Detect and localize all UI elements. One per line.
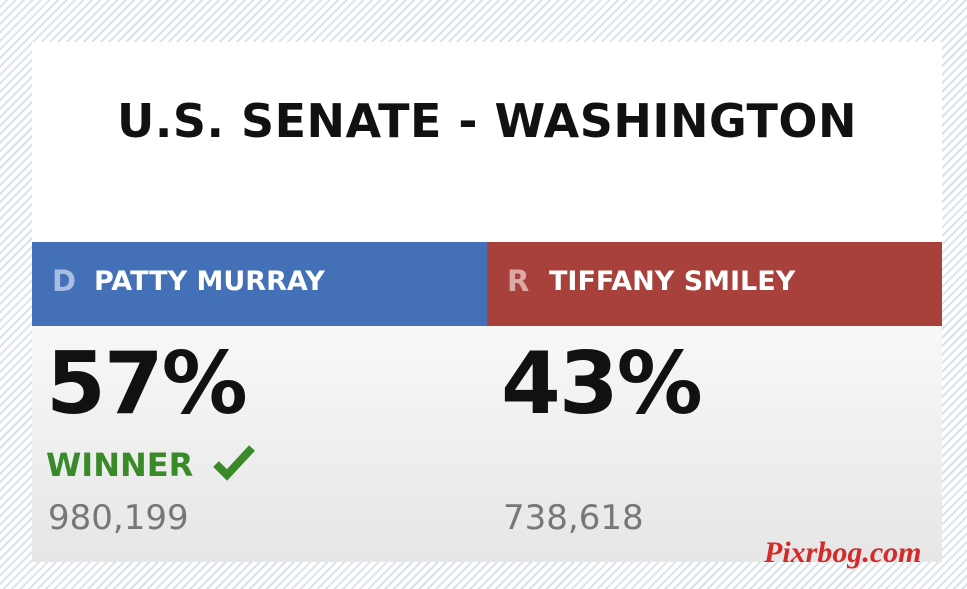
- vote-count: 738,618: [503, 498, 644, 538]
- vote-count: 980,199: [48, 498, 189, 538]
- candidate-name: PATTY MURRAY: [94, 266, 325, 297]
- vote-percent: 57%: [46, 334, 248, 434]
- check-icon: [213, 445, 255, 481]
- winner-label: WINNER: [46, 446, 194, 484]
- party-letter: D: [52, 264, 77, 298]
- candidate-result: 57% WINNER 980,199: [32, 326, 487, 562]
- result-card: U.S. SENATE - WASHINGTON D PATTY MURRAY …: [32, 42, 942, 562]
- vote-percent: 43%: [501, 334, 703, 434]
- race-title: U.S. SENATE - WASHINGTON: [117, 94, 857, 148]
- candidate-result: 43% 738,618: [487, 326, 942, 562]
- results-body: 57% WINNER 980,199 43% 738,618: [32, 326, 942, 562]
- candidate-header: R TIFFANY SMILEY: [487, 242, 942, 326]
- party-letter: R: [507, 264, 530, 298]
- candidate-header: D PATTY MURRAY: [32, 242, 487, 326]
- candidate-name: TIFFANY SMILEY: [549, 266, 796, 297]
- watermark: Pixrbog.com: [764, 536, 922, 569]
